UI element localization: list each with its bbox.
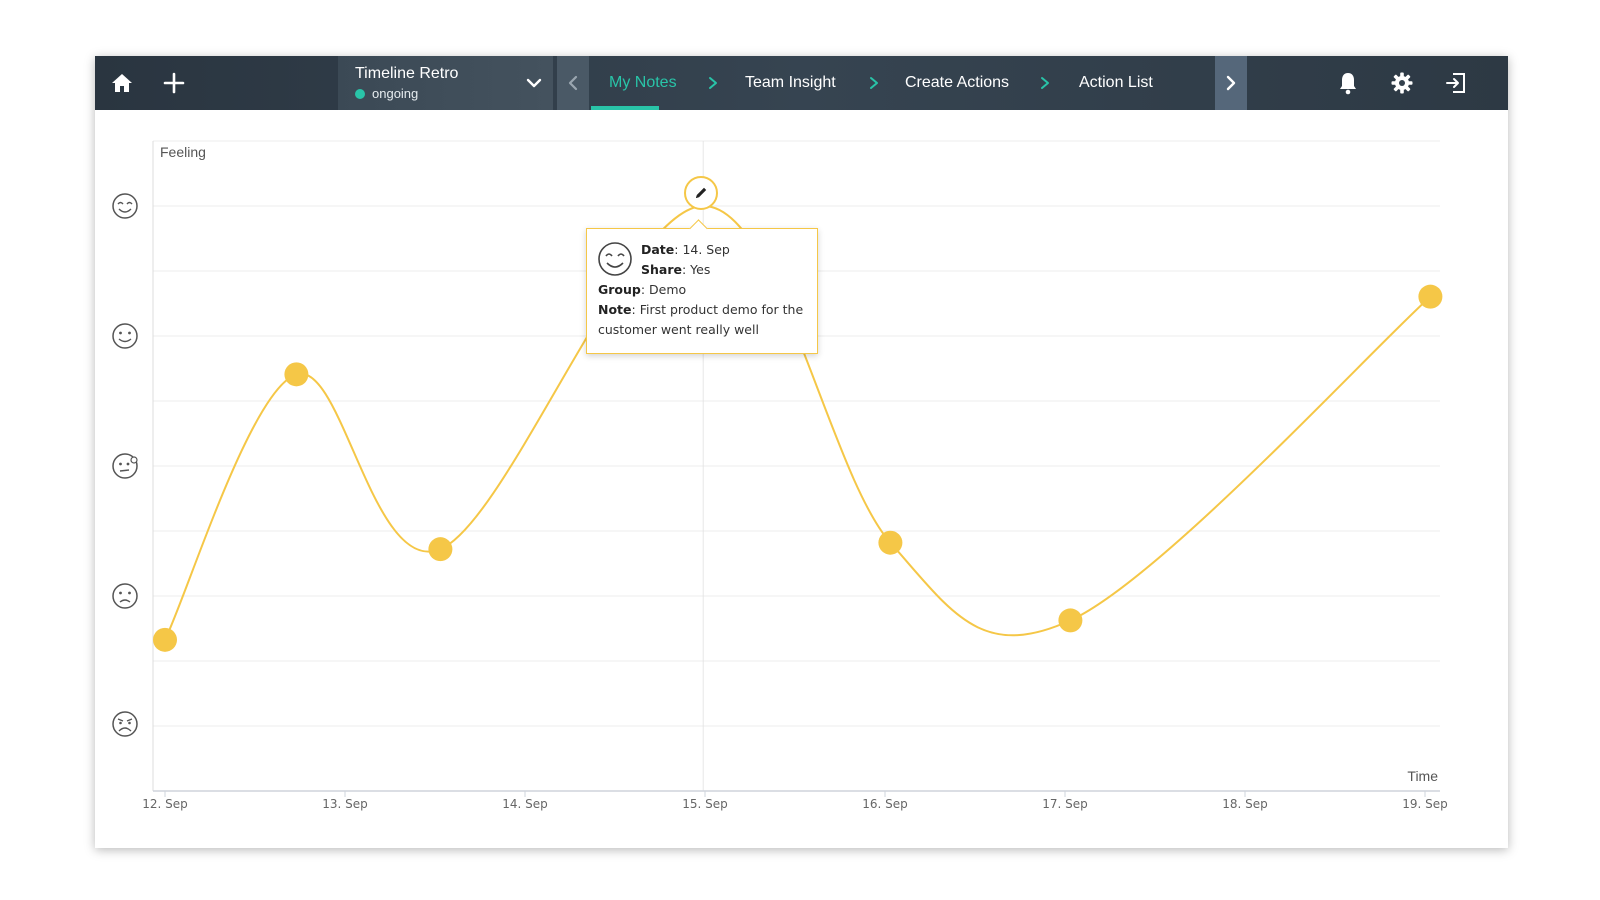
retro-status: ongoing	[355, 86, 418, 101]
happy-face-icon	[112, 193, 138, 219]
step-action-list[interactable]: Action List	[1079, 74, 1153, 91]
chevron-right-icon	[709, 77, 717, 89]
data-point[interactable]	[1058, 608, 1083, 633]
x-tick-label: 19. Sep	[1402, 797, 1448, 811]
x-tick-label: 16. Sep	[862, 797, 908, 811]
data-point[interactable]	[153, 627, 177, 652]
smile-face-icon	[112, 323, 138, 349]
x-tick-label: 13. Sep	[322, 797, 368, 811]
x-tick-label: 14. Sep	[502, 797, 548, 811]
logout-button[interactable]	[1429, 56, 1483, 110]
chevron-right-icon	[870, 77, 878, 89]
logout-icon	[1446, 73, 1465, 93]
note-tooltip: Date: 14. Sep Share: Yes Group: Demo Not…	[586, 219, 818, 354]
happy-face-icon	[598, 242, 632, 276]
tooltip-date: Date: 14. Sep	[641, 242, 730, 257]
app-window: Timeline Retro ongoing My Notes Team Ins…	[95, 56, 1508, 848]
x-tick-label: 17. Sep	[1042, 797, 1088, 811]
chevron-right-icon	[1226, 75, 1236, 91]
chevron-right-icon	[1041, 77, 1049, 89]
very-sad-face-icon	[112, 711, 138, 737]
neutral-face-icon	[112, 453, 138, 479]
home-icon	[112, 74, 132, 92]
chevron-down-icon	[526, 78, 542, 88]
retro-selector[interactable]: Timeline Retro ongoing	[338, 56, 553, 110]
top-navigation-bar: Timeline Retro ongoing My Notes Team Ins…	[95, 56, 1508, 110]
retro-title: Timeline Retro	[355, 65, 459, 82]
previous-step-button[interactable]	[557, 56, 589, 110]
x-tick-label: 12. Sep	[142, 797, 188, 811]
status-dot	[355, 88, 365, 99]
y-axis-label: Feeling	[160, 144, 206, 160]
tooltip-note-continued: customer went really well	[598, 322, 759, 337]
x-tick-label: 18. Sep	[1222, 797, 1268, 811]
data-point[interactable]	[284, 362, 309, 387]
pencil-icon	[696, 187, 707, 198]
data-point[interactable]	[878, 530, 903, 555]
retro-status-label: ongoing	[372, 86, 419, 101]
gear-icon	[1391, 72, 1413, 94]
notifications-button[interactable]	[1321, 56, 1375, 110]
step-my-notes[interactable]: My Notes	[609, 74, 677, 91]
next-step-button[interactable]	[1215, 56, 1247, 110]
home-button[interactable]	[95, 56, 149, 110]
plus-icon	[163, 72, 185, 94]
chevron-left-icon	[568, 75, 578, 91]
data-point[interactable]	[428, 537, 453, 562]
feeling-timeline-chart: Feeling Time	[112, 140, 1448, 811]
settings-button[interactable]	[1375, 56, 1429, 110]
add-button[interactable]	[147, 56, 201, 110]
tooltip-note: Note: First product demo for the	[598, 302, 804, 317]
x-axis-label: Time	[1407, 768, 1438, 784]
edit-note-button[interactable]	[684, 176, 718, 210]
data-point[interactable]	[1418, 284, 1443, 309]
tooltip-share: Share: Yes	[641, 262, 711, 277]
active-step-indicator	[591, 106, 659, 110]
bell-icon	[1340, 73, 1356, 95]
step-team-insight[interactable]: Team Insight	[745, 74, 836, 91]
x-tick-label: 15. Sep	[682, 797, 728, 811]
step-create-actions[interactable]: Create Actions	[905, 74, 1010, 91]
tooltip-group: Group: Demo	[598, 282, 687, 297]
sad-face-icon	[112, 583, 138, 609]
